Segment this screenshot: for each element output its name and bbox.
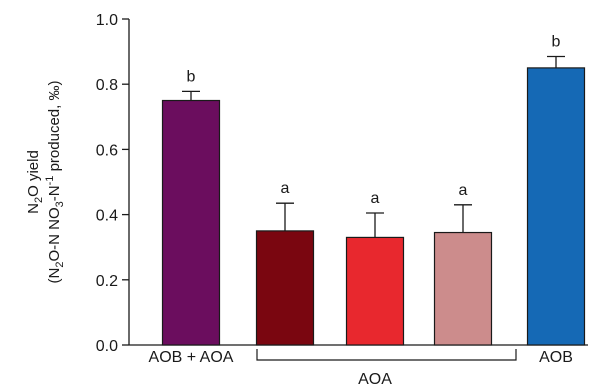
y-label-line2-p4: produced, ‰) — [46, 81, 63, 176]
y-ticks: 0.0 0.2 0.4 0.6 0.8 1.0 — [96, 12, 129, 355]
y-label-line2-p3: -N — [46, 185, 63, 201]
bar — [255, 230, 315, 346]
significance-letter: b — [187, 68, 196, 85]
bars: b a a a b — [161, 33, 586, 346]
svg-text:N2O yield: N2O yield — [25, 150, 45, 214]
category-label-aoa-group: AOA — [358, 371, 392, 388]
significance-letter: a — [281, 180, 290, 197]
y-tick-label: 1.0 — [96, 12, 118, 29]
y-label-line2-s1: 2 — [54, 262, 66, 268]
significance-letter: a — [459, 182, 468, 199]
bar — [345, 236, 405, 346]
aoa-group-bracket — [256, 349, 517, 361]
y-label-line2-p1: (N — [46, 268, 63, 284]
y-label-line2-p2: O-N NO — [46, 207, 63, 261]
bar — [433, 231, 493, 346]
y-axis-label: N2O yield (N2O-N NO3-N-1 produced, ‰) — [25, 81, 66, 284]
y-tick-label: 0.2 — [96, 273, 118, 290]
y-tick-label: 0.4 — [96, 208, 118, 225]
bar — [161, 99, 221, 346]
y-label-line1-sub: 2 — [33, 197, 45, 203]
y-label-line1-main: N — [25, 203, 42, 214]
y-label-line2-sup: -1 — [44, 176, 56, 186]
y-label-line1-rest: O yield — [25, 150, 42, 197]
category-label-aob-aoa: AOB + AOA — [149, 349, 234, 366]
y-tick-label: 0.6 — [96, 142, 118, 159]
y-label-line2-s2: 3 — [54, 201, 66, 207]
svg-text:(N2O-N NO3-N-1 produced, ‰): (N2O-N NO3-N-1 produced, ‰) — [44, 81, 66, 284]
category-label-aob: AOB — [539, 349, 573, 366]
bar — [526, 67, 586, 346]
y-tick-label: 0.8 — [96, 77, 118, 94]
y-tick-label: 0.0 — [96, 338, 118, 355]
significance-letter: b — [552, 33, 561, 50]
significance-letter: a — [371, 190, 380, 207]
